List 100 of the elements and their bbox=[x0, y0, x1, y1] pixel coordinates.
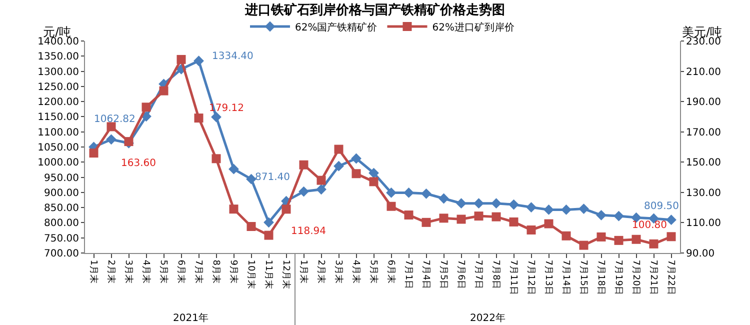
point bbox=[666, 232, 676, 242]
y-tick-label: 1150.00 bbox=[38, 112, 79, 124]
x-tick-label: 12月末 bbox=[280, 260, 292, 290]
text: 2021年 bbox=[173, 312, 208, 324]
point bbox=[578, 204, 589, 214]
y-tick-label: 950.00 bbox=[44, 172, 79, 184]
x-tick-label: 7月15日 bbox=[578, 260, 588, 295]
x-tick-label: 7月18日 bbox=[595, 260, 606, 295]
point bbox=[246, 174, 256, 184]
point bbox=[596, 210, 606, 220]
x-tick-label: 7月5日 bbox=[438, 260, 448, 290]
y-tick-label: 1000.00 bbox=[38, 158, 79, 169]
x-tick-label: 5月末 bbox=[368, 260, 379, 284]
data-label: 100.80 bbox=[632, 220, 667, 231]
x-tick-label: 7月7日 bbox=[472, 260, 483, 290]
point bbox=[404, 188, 414, 198]
point bbox=[282, 204, 291, 214]
y-tick-label: 700.00 bbox=[44, 248, 79, 260]
text: 2022年 bbox=[470, 312, 506, 324]
point bbox=[212, 154, 221, 164]
point bbox=[492, 212, 501, 222]
point bbox=[334, 144, 344, 154]
x-tick-label: 6月末 bbox=[175, 260, 186, 284]
x-tick-label: 7月8日 bbox=[490, 260, 500, 290]
x-tick-label: 10月末 bbox=[245, 260, 256, 290]
y-tick-label: 1300.00 bbox=[38, 66, 79, 78]
y-tick-label: 1100.00 bbox=[38, 127, 79, 138]
y2-tick-label: 210.00 bbox=[686, 66, 721, 78]
point bbox=[386, 188, 396, 198]
y-axis-title: 元/吨 bbox=[43, 25, 72, 39]
x-tick-label: 1月末 bbox=[88, 260, 99, 284]
point bbox=[159, 86, 168, 96]
y-tick-label: 750.00 bbox=[44, 233, 79, 244]
point bbox=[316, 176, 326, 185]
x-tick-label: 2月末 bbox=[315, 260, 326, 284]
x-tick-label: 5月末 bbox=[158, 260, 169, 284]
point bbox=[246, 222, 256, 231]
x-tick-label: 7月13日 bbox=[542, 260, 553, 295]
point bbox=[89, 148, 98, 158]
y-tick-label: 1350.00 bbox=[38, 52, 79, 63]
data-label: 809.50 bbox=[644, 201, 679, 212]
point bbox=[211, 112, 222, 122]
data-label: 1062.82 bbox=[94, 114, 136, 125]
point bbox=[474, 198, 484, 209]
x-tick-label: 7月19日 bbox=[612, 260, 623, 295]
point bbox=[438, 193, 449, 204]
point bbox=[264, 217, 274, 228]
point bbox=[404, 210, 414, 220]
x-tick-label: 2月末 bbox=[105, 260, 116, 284]
y2-tick-label: 110.00 bbox=[686, 218, 721, 230]
x-tick-label: 6月末 bbox=[385, 260, 396, 284]
y-tick-label: 1200.00 bbox=[38, 97, 79, 108]
y2-tick-label: 130.00 bbox=[686, 188, 721, 199]
point bbox=[596, 232, 606, 242]
x-tick-label: 7月22日 bbox=[665, 260, 676, 295]
point bbox=[194, 114, 204, 123]
legend-label: 62%进口矿到岸价 bbox=[432, 21, 514, 34]
point bbox=[106, 122, 116, 132]
point bbox=[526, 202, 536, 212]
point bbox=[491, 198, 502, 209]
y2-tick-label: 230.00 bbox=[686, 36, 721, 48]
x-tick-label: 9月末 bbox=[228, 260, 239, 284]
y-tick-label: 850.00 bbox=[44, 203, 79, 214]
x-tick-label: 7月21日 bbox=[648, 260, 658, 295]
point bbox=[666, 214, 676, 226]
y2-tick-label: 90.00 bbox=[686, 248, 715, 260]
x-tick-label: 7月14日 bbox=[560, 260, 570, 295]
point bbox=[194, 56, 204, 66]
y-tick-label: 900.00 bbox=[44, 188, 79, 199]
x-tick-label: 8月末 bbox=[210, 260, 222, 284]
point bbox=[316, 184, 326, 195]
data-label: 1334.40 bbox=[212, 51, 254, 62]
point bbox=[334, 160, 344, 172]
data-label: 118.94 bbox=[291, 226, 326, 237]
point bbox=[264, 230, 274, 240]
point bbox=[142, 102, 151, 112]
point bbox=[456, 214, 466, 224]
x-tick-label: 3月末 bbox=[332, 260, 344, 284]
point bbox=[422, 218, 431, 227]
point bbox=[614, 236, 624, 245]
x-tick-label: 7月20日 bbox=[630, 260, 640, 295]
point bbox=[228, 164, 239, 174]
point bbox=[509, 217, 518, 226]
point bbox=[386, 202, 396, 211]
point bbox=[351, 153, 362, 164]
point bbox=[614, 210, 624, 222]
x-tick-label: 7月末 bbox=[192, 260, 204, 284]
point bbox=[544, 219, 554, 228]
point bbox=[562, 231, 571, 240]
point bbox=[299, 160, 308, 170]
data-label: 163.60 bbox=[121, 158, 156, 169]
point bbox=[439, 214, 448, 223]
y-tick-label: 1400.00 bbox=[38, 36, 79, 48]
chart-title: 进口铁矿石到岸价格与国产铁精矿价格走势图 bbox=[244, 2, 505, 18]
x-tick-label: 4月末 bbox=[350, 260, 362, 284]
y2-tick-label: 170.00 bbox=[686, 127, 721, 138]
x-tick-label: 7月1日 bbox=[402, 260, 413, 290]
y-tick-label: 1250.00 bbox=[38, 82, 79, 93]
point bbox=[368, 168, 379, 178]
x-tick-label: 3月末 bbox=[122, 260, 134, 284]
